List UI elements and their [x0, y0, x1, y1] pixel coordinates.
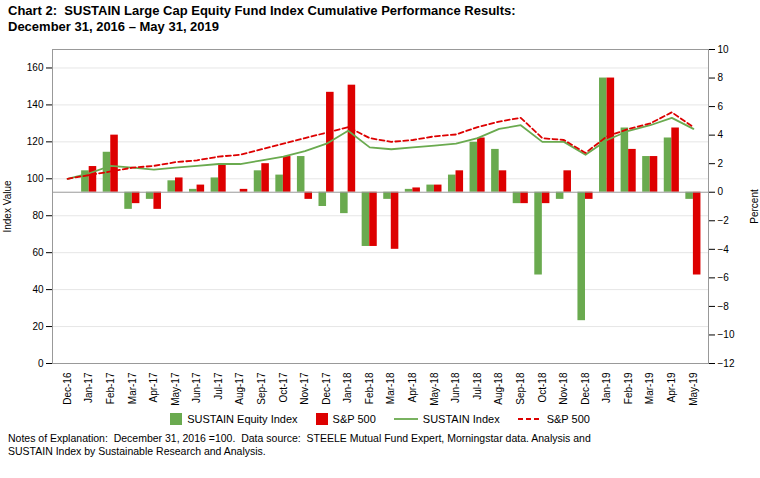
svg-text:6: 6 [718, 101, 724, 112]
svg-text:Oct-18: Oct-18 [537, 372, 548, 402]
svg-text:Jul-18: Jul-18 [472, 372, 483, 400]
svg-text:Percent: Percent [749, 189, 760, 224]
svg-text:20: 20 [32, 321, 44, 332]
svg-text:−6: −6 [718, 272, 730, 283]
html-text:S&P 500: S&P 500 [546, 413, 590, 425]
svg-text:2: 2 [718, 158, 724, 169]
svg-text:Jun-18: Jun-18 [450, 372, 461, 403]
svg-text:140: 140 [27, 99, 44, 110]
svg-text:May-18: May-18 [429, 372, 440, 406]
html-text:SUSTAIN Equity Index: SUSTAIN Equity Index [187, 413, 298, 425]
svg-text:Jan-18: Jan-18 [342, 372, 353, 403]
svg-text:Feb-18: Feb-18 [364, 372, 375, 404]
svg-text:Apr-18: Apr-18 [407, 372, 418, 402]
svg-text:60: 60 [32, 247, 44, 258]
svg-text:Jul-17: Jul-17 [213, 372, 224, 400]
html-text:Chart 2: SUSTAIN Large Cap Equ: Chart 2: SUSTAIN Large Cap Equity Fund I… [8, 3, 516, 34]
svg-text:May-17: May-17 [170, 372, 181, 406]
svg-text:Jan-19: Jan-19 [601, 372, 612, 403]
svg-text:Dec-18: Dec-18 [580, 372, 591, 405]
svg-text:10: 10 [718, 44, 730, 55]
svg-text:−12: −12 [718, 358, 735, 369]
svg-text:−8: −8 [718, 301, 730, 312]
svg-text:Apr-17: Apr-17 [148, 372, 159, 402]
svg-text:−2: −2 [718, 215, 730, 226]
svg-text:−4: −4 [718, 244, 730, 255]
svg-text:160: 160 [27, 62, 44, 73]
svg-text:Feb-17: Feb-17 [105, 372, 116, 404]
svg-text:Sep-17: Sep-17 [256, 372, 267, 405]
svg-text:Nov-18: Nov-18 [558, 372, 569, 405]
svg-text:Index Value: Index Value [2, 180, 13, 233]
svg-text:−10: −10 [718, 329, 735, 340]
svg-text:Jun-17: Jun-17 [191, 372, 202, 403]
svg-text:Aug-17: Aug-17 [234, 372, 245, 405]
svg-text:Aug-18: Aug-18 [493, 372, 504, 405]
svg-text:Sep-18: Sep-18 [515, 372, 526, 405]
svg-text:0: 0 [718, 186, 724, 197]
svg-text:100: 100 [27, 173, 44, 184]
svg-text:80: 80 [32, 210, 44, 221]
svg-text:Mar-18: Mar-18 [385, 372, 396, 404]
svg-text:Mar-17: Mar-17 [127, 372, 138, 404]
svg-text:Jan-17: Jan-17 [83, 372, 94, 403]
html-text:Notes of Explanation: December: Notes of Explanation: December 31, 2016 … [8, 432, 591, 457]
svg-text:Dec-17: Dec-17 [321, 372, 332, 405]
html-text:S&P 500: S&P 500 [332, 413, 376, 425]
svg-text:4: 4 [718, 129, 724, 140]
html-text:SUSTAIN Index: SUSTAIN Index [422, 413, 500, 425]
svg-text:Dec-16: Dec-16 [62, 372, 73, 405]
svg-text:40: 40 [32, 284, 44, 295]
svg-text:May-19: May-19 [688, 372, 699, 406]
svg-text:8: 8 [718, 72, 724, 83]
svg-text:Mar-19: Mar-19 [644, 372, 655, 404]
svg-text:120: 120 [27, 136, 44, 147]
svg-text:Oct-17: Oct-17 [278, 372, 289, 402]
svg-text:Apr-19: Apr-19 [666, 372, 677, 402]
svg-text:Feb-19: Feb-19 [623, 372, 634, 404]
svg-text:Nov-17: Nov-17 [299, 372, 310, 405]
svg-text:0: 0 [38, 358, 44, 369]
